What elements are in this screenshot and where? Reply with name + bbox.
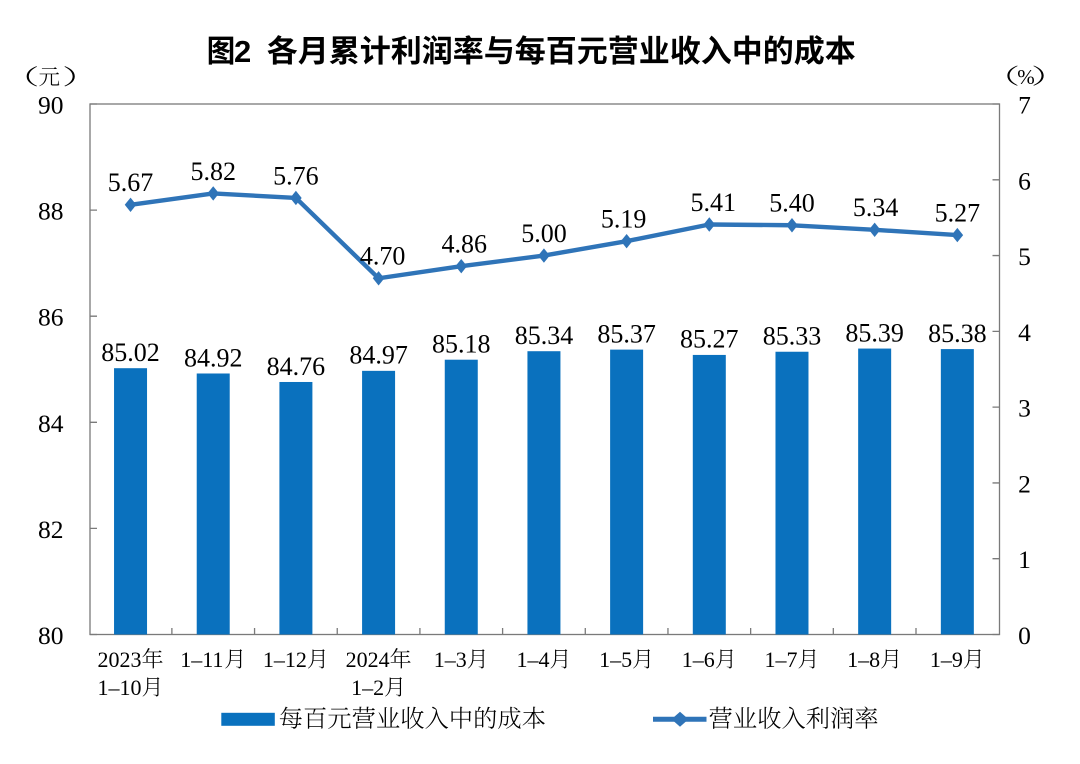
svg-text:80: 80 — [38, 621, 64, 650]
svg-text:4.70: 4.70 — [360, 242, 406, 271]
svg-text:84.97: 84.97 — [349, 341, 408, 370]
svg-text:5.27: 5.27 — [935, 199, 981, 228]
svg-text:5.41: 5.41 — [691, 188, 737, 217]
svg-text:1–11: 1–11 — [180, 647, 223, 672]
svg-text:85.18: 85.18 — [432, 330, 491, 359]
svg-text:2023: 2023 — [98, 647, 142, 672]
svg-text:1–3: 1–3 — [434, 647, 467, 672]
svg-text:85.34: 85.34 — [515, 321, 574, 350]
svg-text:1–10: 1–10 — [98, 675, 142, 700]
svg-text:5.19: 5.19 — [601, 205, 647, 234]
svg-text:5.34: 5.34 — [853, 193, 899, 222]
svg-text:1: 1 — [1018, 545, 1031, 574]
svg-text:85.39: 85.39 — [845, 318, 904, 347]
svg-text:1–9: 1–9 — [930, 647, 963, 672]
svg-text:5: 5 — [1018, 242, 1031, 271]
svg-text:1–2: 1–2 — [351, 675, 384, 700]
svg-text:4.86: 4.86 — [442, 230, 488, 259]
svg-text:5.82: 5.82 — [190, 157, 236, 186]
svg-text:85.02: 85.02 — [101, 338, 160, 367]
svg-text:1–4: 1–4 — [516, 647, 549, 672]
svg-text:84: 84 — [38, 409, 64, 438]
svg-text:6: 6 — [1018, 166, 1031, 195]
svg-text:1–6: 1–6 — [682, 647, 715, 672]
svg-text:5.00: 5.00 — [521, 219, 567, 248]
svg-text:5.76: 5.76 — [273, 161, 319, 190]
svg-text:0: 0 — [1018, 621, 1031, 650]
svg-text:1–8: 1–8 — [847, 647, 880, 672]
svg-text:4: 4 — [1018, 318, 1031, 347]
svg-text:2024: 2024 — [346, 647, 390, 672]
svg-text:2: 2 — [234, 34, 251, 69]
svg-text:1–5: 1–5 — [599, 647, 632, 672]
svg-text:85.27: 85.27 — [680, 325, 739, 354]
svg-text:1–12: 1–12 — [263, 647, 307, 672]
svg-text:5.67: 5.67 — [108, 168, 154, 197]
svg-text:3: 3 — [1018, 394, 1031, 423]
svg-text:2: 2 — [1018, 469, 1031, 498]
svg-text:82: 82 — [38, 515, 64, 544]
svg-text:1–7: 1–7 — [764, 647, 797, 672]
svg-text:85.37: 85.37 — [597, 319, 656, 348]
svg-text:85.33: 85.33 — [763, 322, 822, 351]
svg-text:5.40: 5.40 — [769, 189, 815, 218]
svg-text:90: 90 — [38, 91, 64, 120]
svg-text:88: 88 — [38, 197, 64, 226]
svg-text:84.92: 84.92 — [184, 343, 243, 372]
svg-text:%: % — [1017, 65, 1034, 89]
svg-text:86: 86 — [38, 303, 64, 332]
svg-text:84.76: 84.76 — [267, 352, 326, 381]
svg-text:7: 7 — [1018, 91, 1031, 120]
svg-text:85.38: 85.38 — [928, 319, 987, 348]
